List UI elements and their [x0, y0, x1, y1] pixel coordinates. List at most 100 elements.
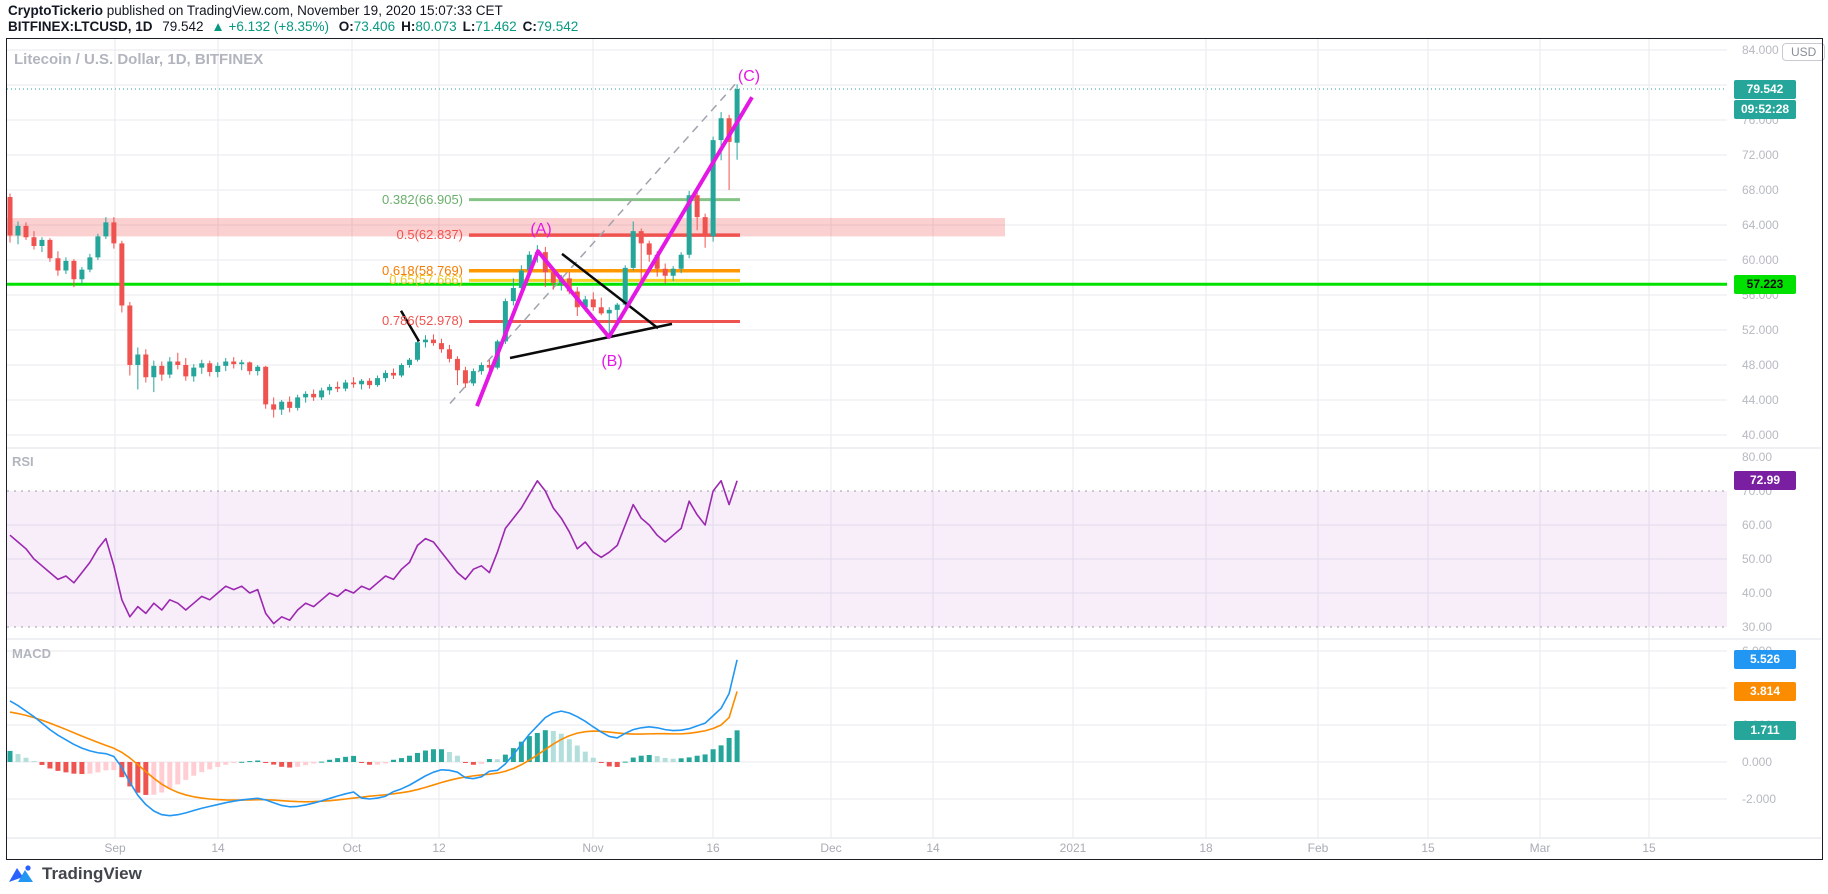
- wave-label: (C): [737, 68, 761, 85]
- candle: [351, 382, 357, 385]
- candle: [550, 272, 556, 283]
- candle: [279, 401, 285, 410]
- candle: [23, 225, 29, 238]
- time-tick-label: 16: [706, 841, 720, 855]
- candle: [391, 372, 397, 376]
- time-tick-label: Sep: [104, 841, 126, 855]
- price-tick-label: 72.000: [1742, 148, 1779, 162]
- candle: [183, 365, 189, 377]
- candle: [383, 372, 389, 379]
- candle: [718, 118, 724, 141]
- macd-value-badge: 5.526: [1734, 650, 1796, 670]
- macd-tick-label: 0.000: [1742, 755, 1773, 769]
- candle: [710, 140, 716, 237]
- rsi-label: RSI: [12, 454, 34, 469]
- candle: [119, 243, 125, 306]
- candle: [646, 243, 652, 255]
- ohlc-value: 73.406: [353, 19, 396, 34]
- candle: [662, 268, 668, 276]
- macd-value-badge: 1.711: [1734, 720, 1796, 740]
- chart-title: Litecoin / U.S. Dollar, 1D, BITFINEX: [14, 51, 264, 68]
- support-level-badge: 57.223: [1734, 274, 1796, 294]
- candle: [582, 299, 588, 308]
- candle: [686, 195, 692, 255]
- price-tick-label: 68.000: [1742, 183, 1779, 197]
- fib-level-label: 0.382(66.905): [382, 191, 463, 207]
- time-tick-label: 12: [432, 841, 446, 855]
- candle: [263, 366, 269, 405]
- time-tick-label: 18: [1199, 841, 1213, 855]
- candle: [191, 367, 197, 377]
- candle: [654, 254, 660, 269]
- candle: [638, 231, 644, 244]
- wave-label: (A): [530, 221, 552, 239]
- candle: [343, 382, 349, 389]
- candle: [670, 268, 676, 276]
- tradingview-footer[interactable]: TradingView: [8, 862, 142, 886]
- candle: [454, 358, 460, 371]
- rsi-tick-label: 40.00: [1742, 586, 1773, 600]
- candle: [590, 299, 596, 308]
- time-tick-label: 14: [926, 841, 940, 855]
- ohlc-key: H:: [401, 19, 416, 34]
- candle: [518, 270, 524, 288]
- fib-level-label: 0.786(52.978): [382, 313, 463, 329]
- candle: [678, 254, 684, 269]
- candle: [335, 386, 341, 389]
- fib-level-label: 0.65(57.666): [389, 272, 463, 288]
- time-axis-scale[interactable]: [7, 839, 1727, 857]
- ohlc-value: 71.462: [475, 19, 517, 34]
- price-change: ▲ +6.132 (+8.35%): [211, 19, 330, 34]
- currency-button[interactable]: USD: [1782, 43, 1826, 61]
- rsi-tick-label: 60.00: [1742, 518, 1773, 532]
- candle: [414, 342, 420, 360]
- rsi-tick-label: 80.00: [1742, 450, 1773, 464]
- price-tick-label: 48.000: [1742, 358, 1779, 372]
- price-tick-label: 60.000: [1742, 253, 1779, 267]
- candle: [271, 404, 277, 410]
- last-price: 79.542: [162, 19, 204, 34]
- candle: [15, 225, 21, 236]
- candle: [606, 309, 612, 314]
- price-tick-label: 84.000: [1742, 43, 1779, 57]
- time-tick-label: Mar: [1529, 841, 1551, 855]
- fib-level-label: 0.5(62.837): [396, 227, 464, 243]
- fib-level-label: 0.618(58.769): [382, 262, 463, 278]
- candle: [151, 365, 157, 378]
- candle: [359, 380, 365, 385]
- candle: [55, 258, 61, 271]
- ohlc-values: O:73.406 H:80.073 L:71.462 C:79.542: [333, 19, 578, 34]
- candle: [47, 239, 53, 259]
- time-tick-label: 2021: [1059, 841, 1087, 855]
- candle: [247, 362, 253, 372]
- candle: [478, 365, 484, 372]
- candle: [39, 239, 45, 246]
- candle: [87, 257, 93, 270]
- author-name: CryptoTickerio: [8, 3, 104, 18]
- candle: [79, 269, 85, 280]
- candle: [327, 386, 333, 391]
- candle: [430, 339, 436, 344]
- time-tick-label: Dec: [820, 841, 842, 855]
- candle: [422, 339, 428, 343]
- rsi-value-badge: 72.99: [1734, 471, 1796, 491]
- macd-label: MACD: [12, 646, 51, 661]
- symbol-name: BITFINEX:LTCUSD, 1D: [8, 19, 153, 34]
- candle: [630, 231, 636, 268]
- tradingview-brand: TradingView: [42, 864, 142, 883]
- macd-tick-label: -2.000: [1742, 792, 1777, 806]
- candle: [526, 254, 532, 271]
- time-tick-label: 15: [1421, 841, 1435, 855]
- candle: [103, 222, 109, 237]
- candle: [167, 361, 173, 375]
- publish-info: published on TradingView.com, November 1…: [103, 3, 503, 18]
- candle: [303, 393, 309, 398]
- candle: [231, 361, 237, 365]
- candle: [694, 195, 700, 218]
- ohlc-key: O:: [338, 19, 354, 34]
- price-tick-label: 52.000: [1742, 323, 1779, 337]
- candle: [598, 307, 604, 314]
- time-tick-label: Oct: [342, 841, 362, 855]
